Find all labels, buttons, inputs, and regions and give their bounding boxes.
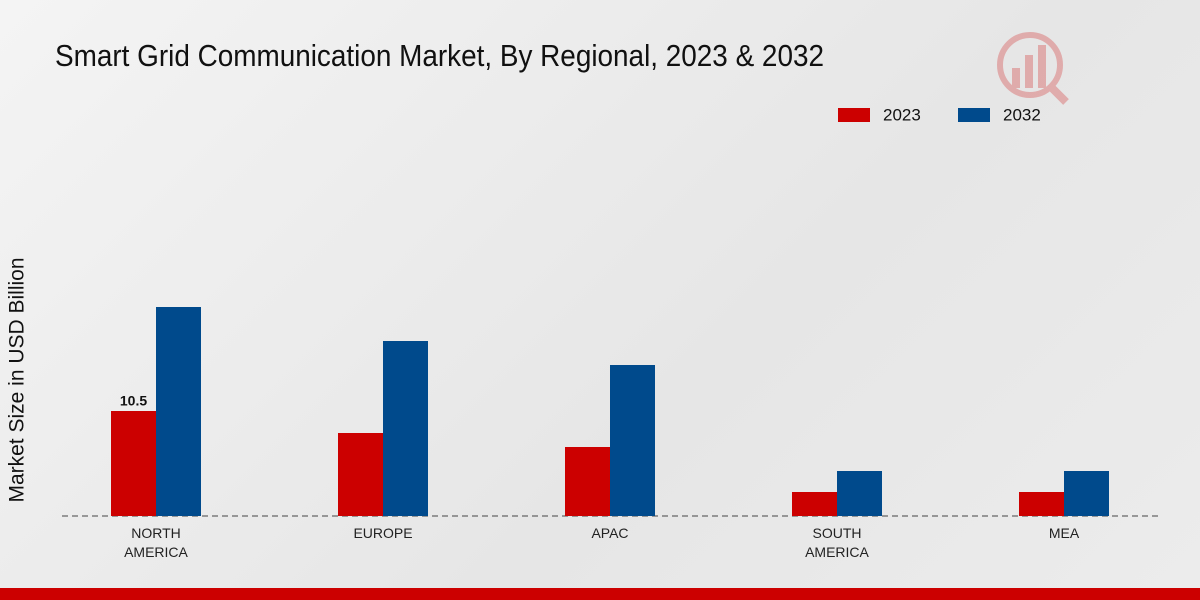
- bar: [792, 492, 837, 516]
- bar: [156, 307, 201, 516]
- footer-bar: [0, 588, 1200, 600]
- x-tick-label: APAC: [591, 525, 629, 541]
- legend-label: 2023: [883, 105, 921, 124]
- y-axis-label: Market Size in USD Billion: [6, 257, 29, 502]
- chart-title: Smart Grid Communication Market, By Regi…: [55, 39, 824, 74]
- legend-swatch: [838, 108, 870, 122]
- bar: [1019, 492, 1064, 516]
- bar: [610, 365, 655, 516]
- bar: [1064, 471, 1109, 516]
- legend-label: 2032: [1003, 105, 1041, 124]
- legend-swatch: [958, 108, 990, 122]
- bar: [565, 447, 610, 516]
- bar: [111, 411, 156, 516]
- bar: [837, 471, 882, 516]
- bar: [383, 341, 428, 516]
- logo: [997, 32, 1069, 105]
- x-tick-label: SOUTH AMERICA: [805, 525, 869, 560]
- x-tick-label: EUROPE: [353, 525, 413, 541]
- x-tick-label: MEA: [1048, 525, 1080, 541]
- data-label: 10.5: [120, 393, 147, 409]
- bar: [338, 433, 383, 516]
- x-tick-label: NORTH AMERICA: [124, 525, 188, 560]
